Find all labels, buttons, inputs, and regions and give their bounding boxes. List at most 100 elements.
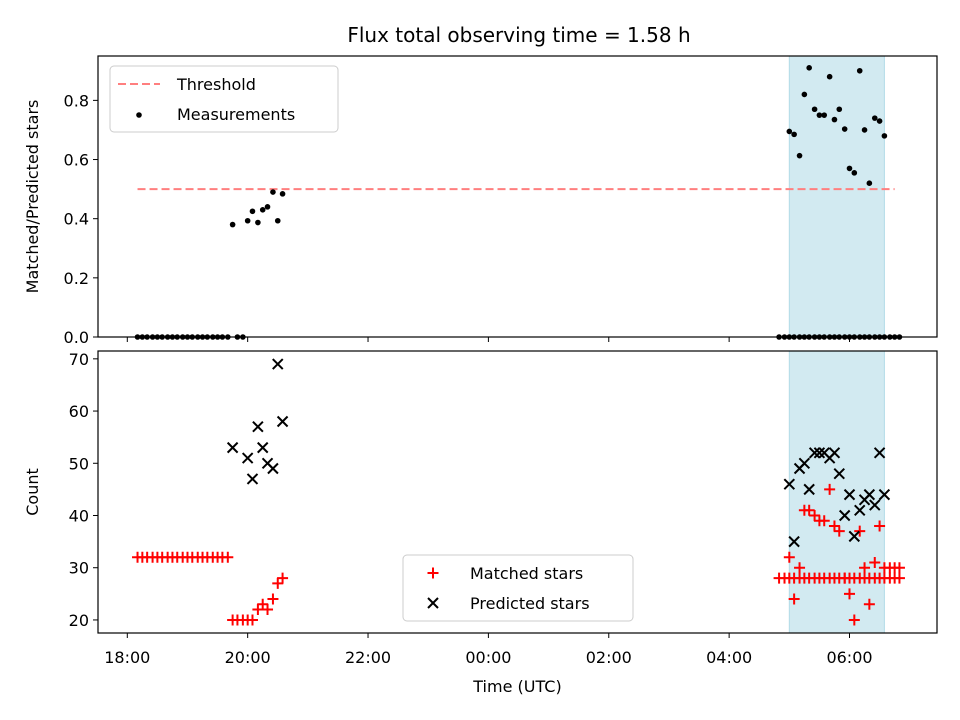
panel-1-measurements-point: [806, 65, 812, 71]
panel-1-measurements-point: [831, 116, 838, 123]
panel-2-matched-stars-point: [874, 520, 886, 532]
panel-1-measurements-point: [826, 73, 833, 80]
panel-1-y-tick-label: 0.6: [64, 151, 89, 170]
panel-1-measurements-point: [846, 165, 853, 172]
panel-1-measurements-point: [801, 91, 808, 98]
panel-1-measurements-point: [244, 217, 251, 224]
panel-2-predicted-stars-point: [788, 535, 800, 548]
panel-2-matched-stars-point: [222, 551, 234, 563]
panel-2-predicted-stars-point: [869, 499, 881, 511]
panel-2-predicted-stars-point: [241, 452, 254, 464]
panel-2-matched-stars-point: [824, 483, 836, 495]
legend-measurements-label: Measurements: [177, 105, 295, 124]
panel-1-y-tick-label: 0.8: [64, 91, 89, 110]
panel-2-y-tick-label: 50: [69, 454, 89, 473]
panel-1-measurements-point: [876, 118, 883, 124]
panel-2-matched-stars-point: [833, 525, 845, 537]
panel-2-predicted-stars-point: [808, 447, 821, 459]
panel-1-measurements-point: [856, 67, 863, 74]
panel-2-matched-stars-point: [262, 604, 274, 615]
panel-2-matched-stars-point: [277, 572, 289, 584]
panel-2-x-tick-label: 02:00: [586, 648, 632, 667]
panel-1-measurements-point: [841, 126, 848, 132]
panel-2-predicted-stars-point: [246, 473, 259, 485]
panel-2-predicted-stars-point: [803, 483, 815, 496]
panel-1-measurements-point: [871, 115, 878, 121]
panel-2-y-tick-label: 40: [69, 507, 89, 526]
panel-2-predicted-stars-point: [863, 488, 876, 501]
panel-1-legend: [109, 65, 339, 133]
panel-1-axes-frame: [97, 55, 938, 338]
panel-2-x-tick-label: 20:00: [225, 648, 271, 667]
panel-1-y-tick-label: 0.0: [64, 328, 89, 347]
panel-2-matched-stars-point: [863, 598, 875, 610]
panel-2-axes-frame: [97, 350, 938, 634]
panel-2-y-axis-label: Count: [23, 468, 42, 516]
panel-2-matched-stars-point: [893, 572, 905, 584]
panel-2-y-tick-label: 70: [69, 350, 89, 369]
panel-2-legend: [402, 554, 634, 622]
panel-2-predicted-stars-point: [843, 488, 856, 501]
panel-2-predicted-stars-point: [873, 447, 886, 459]
panel-2-matched-stars-point: [844, 588, 855, 600]
panel-1-measurements-point: [255, 219, 261, 226]
panel-2-matched-stars-point: [252, 604, 264, 615]
panel-2-predicted-stars-point: [854, 504, 866, 516]
panel-1-measurements-point: [816, 112, 823, 118]
panel-2-y-tick-label: 30: [69, 559, 89, 578]
panel-2-matched-stars-point: [818, 515, 830, 527]
panel-2-predicted-stars-point: [848, 530, 861, 543]
panel-2-matched-stars-point: [794, 562, 806, 574]
panel-2-matched-stars-point: [839, 572, 851, 584]
panel-2-shaded-span: [788, 350, 885, 634]
panel-2-matched-stars-point: [828, 520, 840, 532]
panel-1-y-tick-label: 0.4: [64, 210, 89, 229]
legend-measurements-swatch: [136, 112, 142, 118]
panel-2-matched-stars-point: [848, 614, 860, 626]
legend-threshold-label: Threshold: [176, 75, 256, 94]
panel-2-x-tick-label: 18:00: [104, 648, 150, 667]
panel-1-measurements-point: [279, 191, 286, 197]
panel-2-predicted-stars-point: [252, 421, 264, 433]
panel-1-shaded-span: [788, 55, 885, 338]
panel-2-predicted-stars-point: [257, 441, 269, 454]
panel-1-y-tick-label: 0.2: [64, 269, 89, 288]
panel-2-matched-stars-point: [869, 557, 881, 568]
panel-1-measurements-point: [249, 208, 256, 215]
panel-2-x-tick-label: 22:00: [345, 648, 391, 667]
panel-2-predicted-stars-point: [838, 509, 851, 522]
panel-2-predicted-stars-point: [833, 468, 845, 480]
panel-1-measurements-point: [836, 106, 843, 113]
panel-2-matched-stars-point: [246, 614, 258, 626]
panel-2-matched-stars-point: [788, 593, 800, 605]
panel-1-y-axis-label: Matched/Predicted stars: [23, 100, 42, 294]
legend-predicted-stars-label: Predicted stars: [470, 594, 590, 613]
panel-2-matched-stars-point: [803, 504, 815, 516]
panel-2-matched-stars-point: [272, 577, 284, 589]
panel-2-predicted-stars-point: [798, 457, 811, 469]
panel-2-predicted-stars-point: [828, 447, 841, 459]
panel-1-measurements-point: [821, 112, 828, 118]
panel-2-predicted-stars-point: [267, 462, 279, 475]
panel-1-measurements-point: [259, 207, 266, 213]
panel-2-predicted-stars-point: [813, 447, 826, 459]
panel-2-x-tick-label: 04:00: [706, 648, 752, 667]
panel-2-predicted-stars-point: [272, 358, 284, 370]
panel-1-measurements-point: [811, 106, 818, 113]
panel-2-matched-stars-point: [893, 562, 905, 574]
legend-matched-stars-label: Matched stars: [470, 564, 583, 583]
panel-1-measurements-point: [229, 221, 236, 228]
panel-1-measurements-point: [881, 133, 888, 139]
panel-2-y-tick-label: 60: [69, 402, 89, 421]
panel-2-matched-stars-point: [859, 562, 871, 574]
panel-2-matched-stars-point: [783, 551, 795, 563]
chart-title: Flux total observing time = 1.58 h: [347, 23, 690, 47]
panel-2-predicted-stars-point: [226, 441, 239, 454]
panel-2-predicted-stars-point: [878, 488, 891, 501]
panel-2-predicted-stars-point: [276, 415, 289, 428]
panel-1-measurements-point: [791, 131, 797, 138]
panel-1-measurements-point: [264, 204, 271, 210]
panel-2-matched-stars-point: [809, 510, 821, 521]
panel-2-predicted-stars-point: [783, 478, 796, 490]
